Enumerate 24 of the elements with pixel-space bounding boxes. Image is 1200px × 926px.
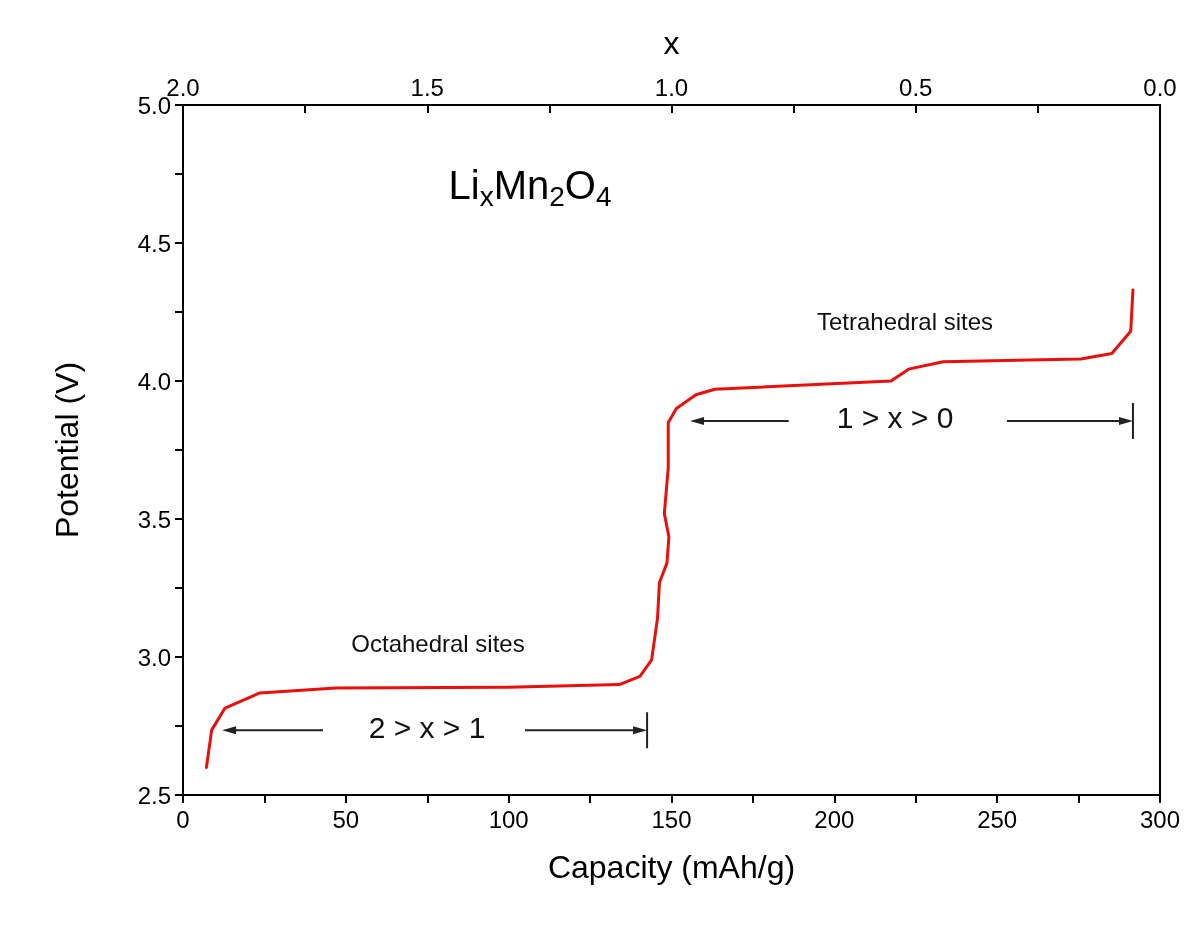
x2-tick-label: 0.0 [1143, 73, 1177, 101]
x2-axis-title: x [663, 25, 680, 61]
x-tick-label: 200 [814, 805, 855, 833]
x-tick-label: 50 [332, 805, 360, 833]
x-tick-label: 250 [977, 805, 1018, 833]
y-axis-title: Potential (V) [49, 361, 85, 539]
x2-tick-label: 1.0 [654, 73, 689, 101]
line-series [204, 288, 1135, 769]
x-tick-label: 100 [488, 805, 529, 833]
x2-tick-label: 0.5 [899, 73, 933, 101]
x-tick-label: 0 [176, 805, 190, 833]
annotation: Tetrahedral sites [816, 307, 994, 335]
x-tick-label: 150 [651, 805, 692, 833]
y-tick-label: 3.0 [137, 643, 171, 671]
annotation: 2 > x > 1 [368, 710, 486, 744]
x-axis-title: Capacity (mAh/g) [547, 849, 796, 885]
y-tick-label: 4.0 [137, 367, 171, 395]
y-tick-label: 4.5 [137, 229, 171, 257]
y-tick-label: 2.5 [137, 781, 171, 809]
annotation: 1 > x > 0 [836, 400, 954, 434]
x-tick-label: 300 [1139, 805, 1181, 833]
x2-tick-label: 1.5 [410, 73, 444, 101]
annotation: Octahedral sites [351, 629, 525, 657]
y-tick-label: 3.5 [137, 505, 171, 533]
